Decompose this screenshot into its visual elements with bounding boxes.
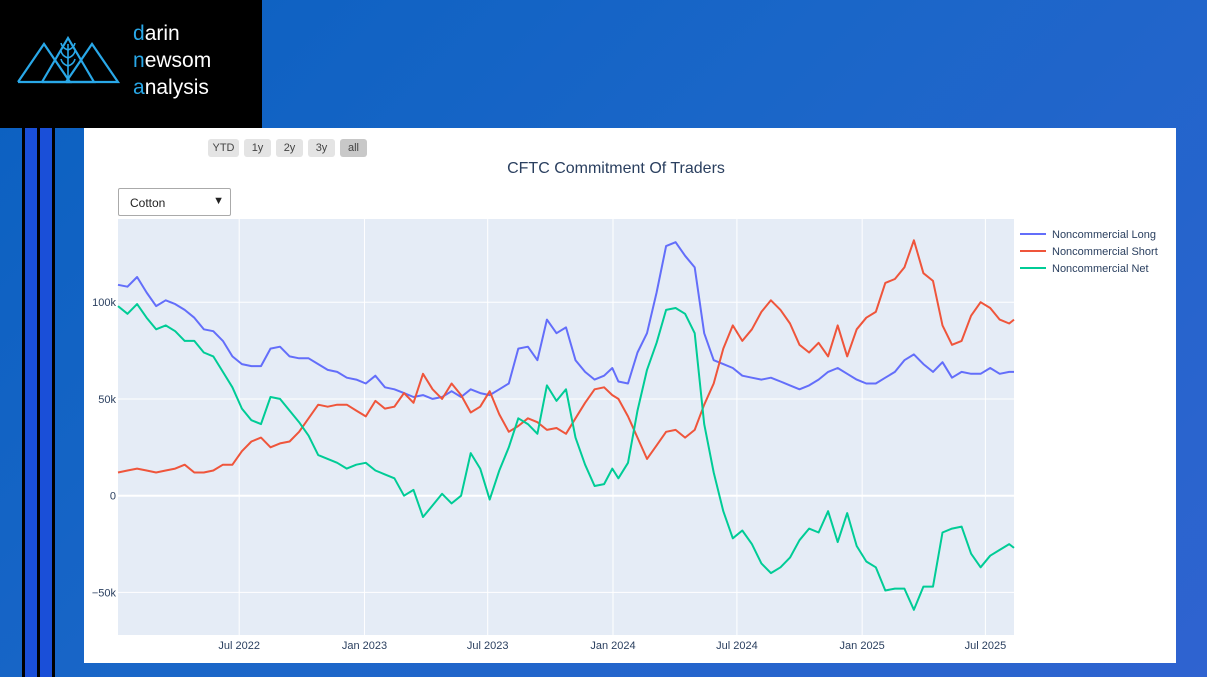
legend: Noncommercial Long Noncommercial Short Non… (1020, 229, 1158, 275)
grid-lines (118, 219, 1014, 635)
plot-area[interactable] (118, 219, 1014, 635)
brand-word-darin: arin (144, 22, 180, 45)
series-lines (117, 239, 1015, 611)
caret-down-icon: ▼ (213, 195, 224, 207)
brand-letter-a: a (133, 76, 145, 99)
x-tick-label: Jul 2025 (965, 640, 1007, 652)
x-tick-label: Jan 2023 (342, 640, 387, 652)
range-button-3y[interactable]: 3y (308, 139, 335, 157)
x-axis: Jul 2022 Jan 2023 Jul 2023 Jan 2024 Jul 2024… (218, 640, 1006, 652)
brand-wordmark: darin newsom analysis (133, 20, 211, 101)
brand-letter-d: d (133, 22, 145, 45)
y-tick-label: 50k (98, 394, 116, 406)
y-tick-label: 100k (92, 297, 116, 309)
range-button-ytd[interactable]: YTD (208, 139, 239, 157)
series-line-noncommercial-short[interactable] (117, 239, 1015, 474)
x-tick-label: Jul 2023 (467, 640, 509, 652)
decor-stripe (52, 128, 55, 677)
legend-item-noncommercial-short[interactable]: Noncommercial Short (1020, 246, 1158, 258)
legend-item-noncommercial-long[interactable]: Noncommercial Long (1020, 229, 1156, 241)
decor-stripe (40, 128, 52, 677)
legend-item-noncommercial-net[interactable]: Noncommercial Net (1020, 263, 1149, 275)
decor-stripe (22, 128, 25, 677)
range-button-2y[interactable]: 2y (276, 139, 303, 157)
series-line-noncommercial-net[interactable] (117, 303, 1015, 611)
range-button-all[interactable]: all (340, 139, 367, 157)
legend-label: Noncommercial Long (1052, 229, 1156, 241)
range-button-1y[interactable]: 1y (244, 139, 271, 157)
y-axis: 100k 50k 0 −50k (92, 297, 117, 599)
x-tick-label: Jul 2024 (716, 640, 758, 652)
x-tick-label: Jan 2024 (590, 640, 635, 652)
brand-word-newsom: ewsom (144, 49, 212, 72)
y-tick-label: 0 (110, 491, 116, 503)
commodity-dropdown[interactable]: Cotton ▼ (118, 188, 231, 216)
commodity-dropdown-value: Cotton (130, 196, 166, 210)
brand-letter-n: n (133, 49, 145, 72)
decor-stripe (25, 128, 37, 677)
chart-title: CFTC Commitment Of Traders (507, 160, 725, 177)
brand-logo-box: darin newsom analysis (0, 0, 262, 128)
series-line-noncommercial-long[interactable] (117, 241, 1014, 400)
y-tick-label: −50k (92, 587, 117, 599)
mountains-wheat-icon (17, 35, 121, 84)
decor-stripe (37, 128, 40, 677)
x-tick-label: Jan 2025 (840, 640, 885, 652)
legend-label: Noncommercial Short (1052, 246, 1158, 258)
legend-label: Noncommercial Net (1052, 263, 1149, 275)
brand-word-analysis: nalysis (144, 76, 209, 99)
x-tick-label: Jul 2022 (218, 640, 260, 652)
